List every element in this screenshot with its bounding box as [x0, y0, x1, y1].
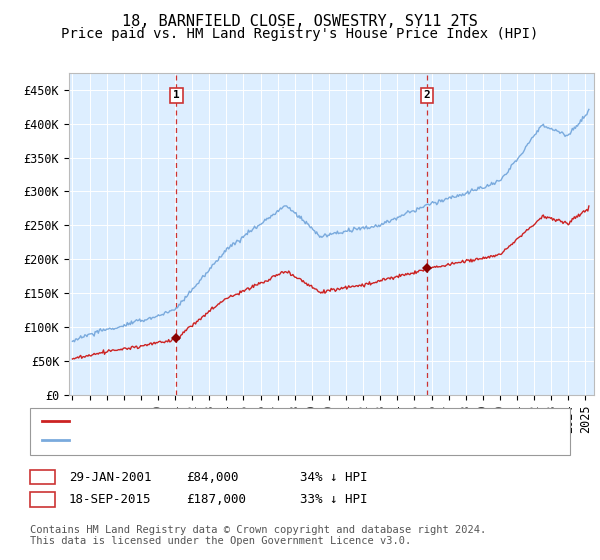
Text: 1: 1 — [173, 90, 180, 100]
Text: 33% ↓ HPI: 33% ↓ HPI — [300, 493, 367, 506]
Text: Price paid vs. HM Land Registry's House Price Index (HPI): Price paid vs. HM Land Registry's House … — [61, 27, 539, 41]
Text: £187,000: £187,000 — [186, 493, 246, 506]
Text: 2: 2 — [39, 493, 46, 506]
Text: 2: 2 — [424, 90, 430, 100]
Text: 18, BARNFIELD CLOSE, OSWESTRY, SY11 2TS: 18, BARNFIELD CLOSE, OSWESTRY, SY11 2TS — [122, 14, 478, 29]
Text: £84,000: £84,000 — [186, 470, 239, 484]
Text: 29-JAN-2001: 29-JAN-2001 — [69, 470, 151, 484]
Text: 18, BARNFIELD CLOSE, OSWESTRY, SY11 2TS (detached house): 18, BARNFIELD CLOSE, OSWESTRY, SY11 2TS … — [75, 414, 495, 427]
Text: Contains HM Land Registry data © Crown copyright and database right 2024.
This d: Contains HM Land Registry data © Crown c… — [30, 525, 486, 547]
Text: 18-SEP-2015: 18-SEP-2015 — [69, 493, 151, 506]
Text: HPI: Average price, detached house, Shropshire: HPI: Average price, detached house, Shro… — [75, 433, 420, 446]
Text: 34% ↓ HPI: 34% ↓ HPI — [300, 470, 367, 484]
Text: 1: 1 — [39, 470, 46, 484]
